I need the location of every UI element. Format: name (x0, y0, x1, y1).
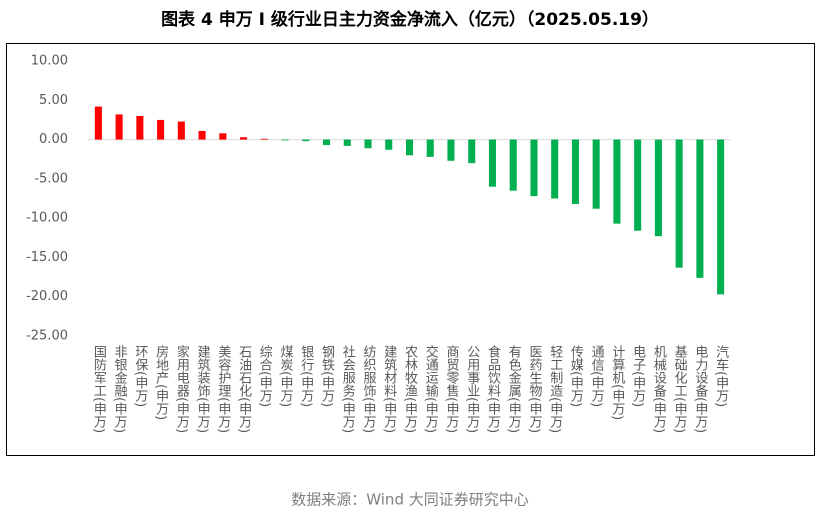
bar (177, 121, 185, 140)
x-tick-label: 农林牧渔(申万) (402, 345, 418, 433)
x-tick-label: 建筑装饰(申万) (195, 345, 211, 433)
x-tick-label: 基础化工(申万) (672, 345, 688, 433)
x-tick-label: 有色金属(申万) (506, 345, 522, 433)
bar (447, 139, 455, 161)
bar (592, 139, 600, 209)
x-tick-label: 建筑材料(申万) (381, 345, 397, 433)
x-tick-label: 食品饮料(申万) (485, 344, 501, 433)
y-tick-label: -15.00 (26, 250, 68, 265)
y-tick-label: 5.00 (39, 93, 68, 108)
x-tick-label: 汽车(申万) (713, 345, 729, 407)
x-tick-label: 非银金融(申万) (112, 345, 128, 433)
y-tick-label: 10.00 (31, 54, 68, 69)
bar (94, 106, 102, 140)
x-tick-label: 商贸零售(申万) (443, 345, 459, 433)
bar (613, 139, 621, 224)
bar (675, 139, 683, 268)
bar (509, 139, 517, 191)
bar (488, 139, 496, 187)
x-tick-label: 电力设备(申万) (692, 345, 708, 433)
x-tick-label: 纺织服饰(申万) (361, 345, 377, 433)
plot-frame (6, 43, 815, 456)
x-tick-label: 医药生物(申万) (526, 345, 542, 433)
bar (260, 138, 268, 140)
bar (240, 137, 248, 140)
x-tick-label: 石油石化(申万) (236, 345, 252, 433)
bar (551, 139, 559, 199)
bar (468, 139, 476, 164)
bar (426, 139, 434, 157)
bar (281, 139, 289, 141)
bar (323, 139, 331, 146)
bar (571, 139, 579, 204)
x-tick-label: 传媒(申万) (568, 345, 584, 407)
y-tick-label: -25.00 (26, 329, 68, 344)
bar (405, 139, 414, 156)
bar (530, 139, 538, 197)
y-tick-label: -10.00 (26, 211, 68, 226)
x-tick-label: 房地产(申万) (153, 344, 169, 420)
bar (136, 116, 144, 140)
x-tick-label: 机械设备(申万) (651, 345, 667, 433)
y-tick-label: -20.00 (26, 289, 68, 304)
x-tick-label: 社会服务(申万) (340, 344, 356, 433)
bar (115, 114, 123, 140)
x-tick-label: 钢铁(申万) (319, 345, 335, 407)
x-tick-label: 通信(申万) (589, 345, 605, 407)
y-tick-label: -5.00 (34, 171, 68, 186)
chart-title: 图表 4 申万 I 级行业日主力资金净流入（亿元）（2025.05.19） (161, 9, 659, 30)
bar (198, 130, 206, 140)
bar (696, 139, 704, 278)
bar (385, 139, 393, 150)
x-tick-label: 电子(申万) (630, 345, 646, 407)
bar (302, 139, 310, 142)
x-tick-label: 国防军工(申万) (91, 345, 107, 433)
x-tick-label: 轻工制造(申万) (547, 345, 563, 433)
bar (717, 139, 725, 295)
bar (634, 139, 642, 231)
bar (343, 139, 351, 146)
source-note: 数据来源：Wind 大同证券研究中心 (291, 491, 528, 509)
x-tick-label: 美容护理(申万) (215, 345, 231, 433)
x-tick-label: 计算机(申万) (609, 345, 625, 420)
x-tick-label: 环保(申万) (132, 345, 148, 407)
x-tick-label: 综合(申万) (257, 345, 273, 407)
x-tick-label: 交通运输(申万) (423, 344, 439, 433)
bar (219, 133, 227, 140)
x-tick-label: 家用电器(申万) (174, 344, 190, 433)
x-tick-label: 煤炭(申万) (278, 345, 294, 407)
y-tick-label: 0.00 (39, 132, 68, 147)
bar (654, 139, 662, 237)
x-tick-label: 银行(申万) (298, 345, 314, 407)
x-tick-label: 公用事业(申万) (464, 345, 480, 433)
bar (157, 119, 165, 140)
bar (364, 139, 372, 149)
